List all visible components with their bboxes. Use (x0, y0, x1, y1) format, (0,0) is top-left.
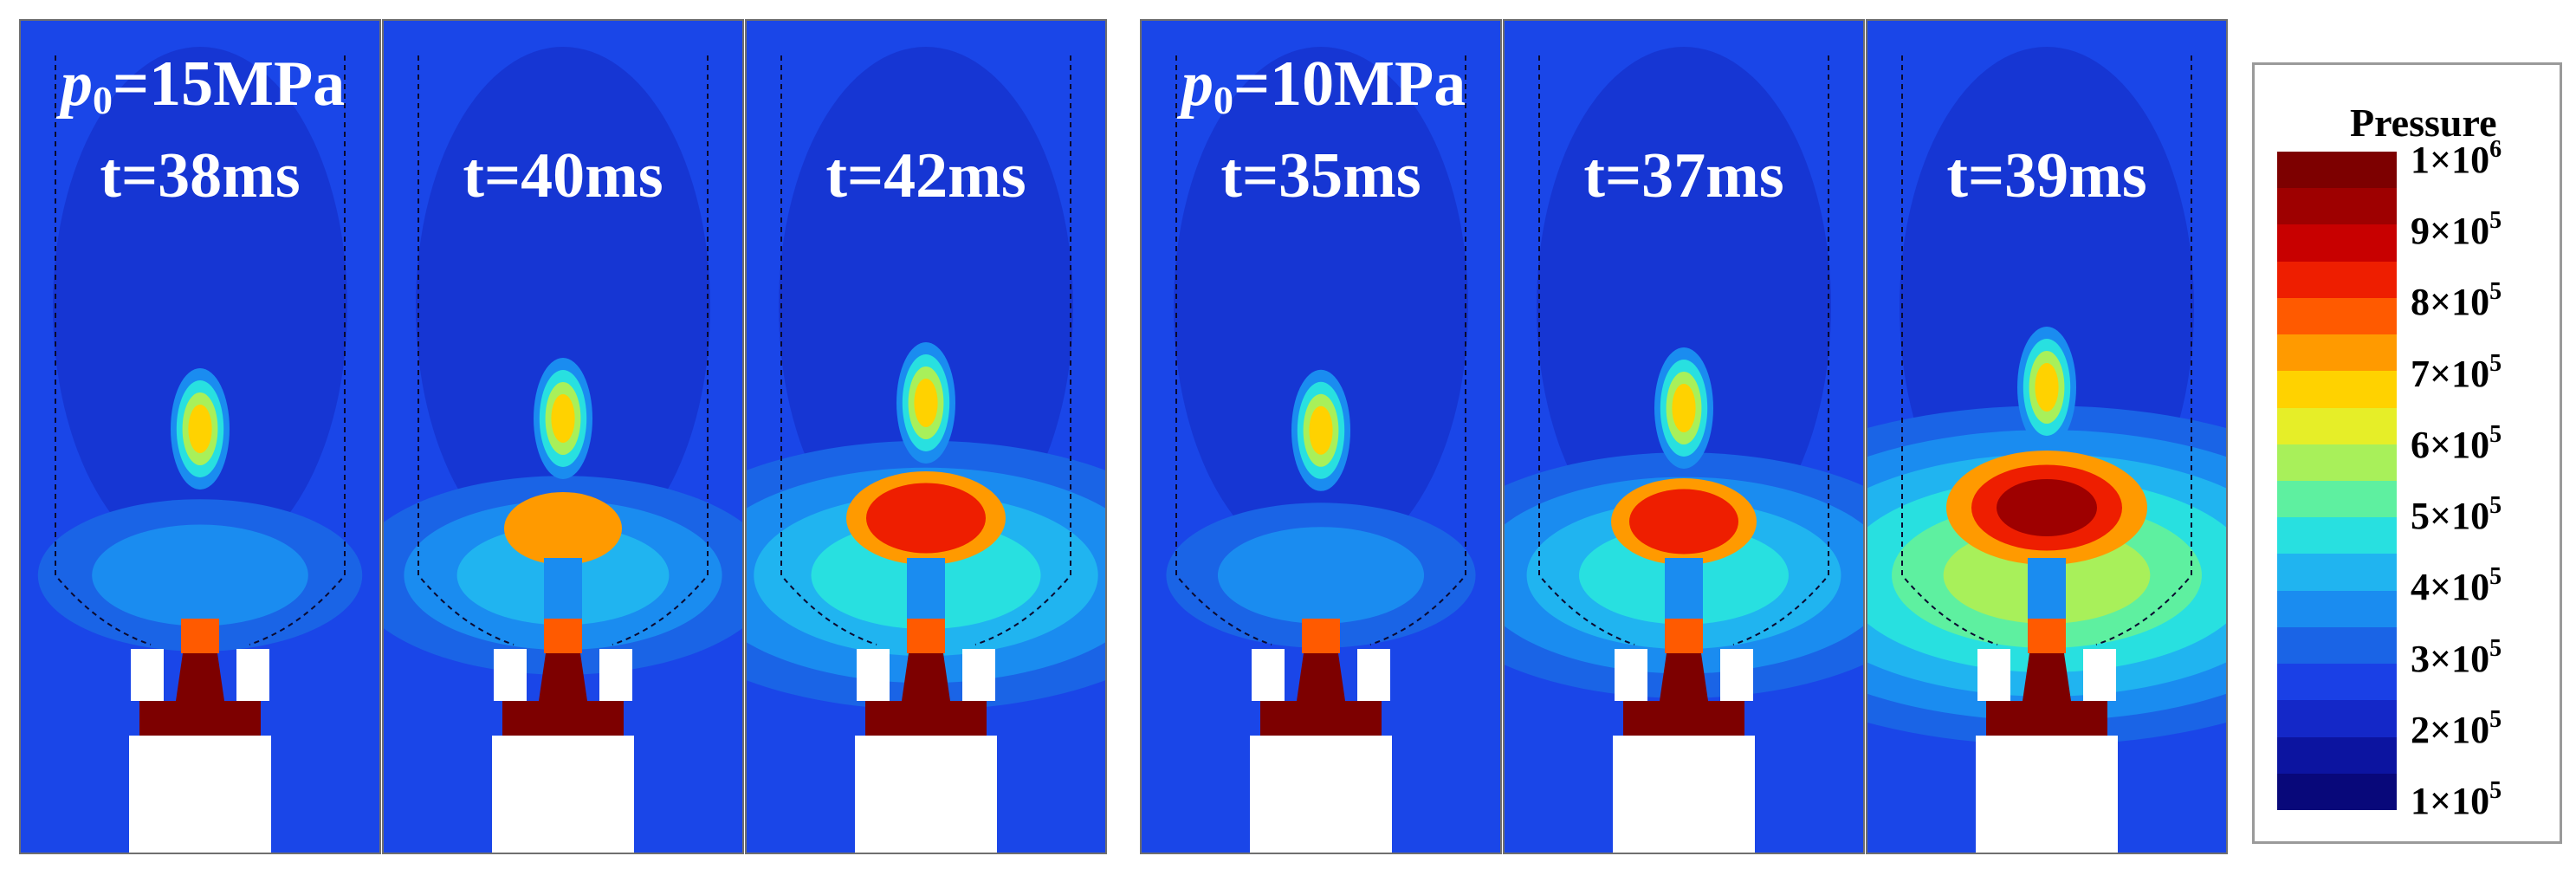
p0-label: p0=10MPa (1181, 49, 1466, 122)
legend-color-band (2277, 224, 2397, 262)
pressure-field (1505, 21, 1863, 853)
time-label: t=42ms (825, 140, 1026, 211)
legend-color-band (2277, 590, 2397, 627)
time-label: t=38ms (100, 140, 301, 211)
legend-tick-label: 6×105 (2411, 420, 2502, 466)
contour-panel: t=37ms (1503, 19, 1865, 854)
figure-group-15mpa: p0=15MPa t=38ms t=40ms t=42ms (19, 19, 1107, 854)
time-label: t=35ms (1220, 140, 1421, 211)
legend-color-band (2277, 334, 2397, 372)
pressure-field (384, 21, 742, 853)
legend-tick-label: 1×105 (2411, 777, 2502, 822)
p0-label: p0=15MPa (61, 49, 346, 122)
legend-tick-label: 1×106 (2411, 136, 2502, 181)
time-label: t=39ms (1946, 140, 2147, 211)
time-label: t=37ms (1583, 140, 1784, 211)
legend-tick-label: 4×105 (2411, 563, 2502, 609)
pressure-field (1142, 21, 1500, 853)
legend-title: Pressure (2350, 101, 2497, 145)
legend-color-band (2277, 773, 2397, 810)
contour-panel: t=40ms (382, 19, 744, 854)
contour-panel: p0=10MPa t=35ms (1140, 19, 1502, 854)
legend-color-band (2277, 188, 2397, 225)
contour-panel: t=39ms (1866, 19, 2228, 854)
legend-color-band (2277, 371, 2397, 408)
legend-tick-label: 7×105 (2411, 349, 2502, 395)
contour-panel: t=42ms (745, 19, 1107, 854)
legend-color-band (2277, 736, 2397, 774)
legend-color-band (2277, 700, 2397, 737)
pressure-field (21, 21, 379, 853)
legend-tick-label: 8×105 (2411, 278, 2502, 324)
legend-color-band (2277, 261, 2397, 298)
figure-group-10mpa: p0=10MPa t=35ms t=37ms t=39ms (1140, 19, 2228, 854)
pressure-legend: Pressure 1×106 9×105 8×105 7×105 6×105 5×105 4… (2252, 62, 2562, 844)
contour-panel: p0=15MPa t=38ms (19, 19, 381, 854)
legend-tick-label: 2×105 (2411, 705, 2502, 751)
legend-color-band (2277, 554, 2397, 591)
legend-color-band (2277, 664, 2397, 701)
legend-color-band (2277, 626, 2397, 665)
time-label: t=40ms (463, 140, 663, 211)
pressure-field (1867, 21, 2226, 853)
legend-tick-label: 9×105 (2411, 207, 2502, 253)
legend-color-band (2277, 152, 2397, 189)
legend-color-band (2277, 297, 2397, 335)
legend-tick-label: 5×105 (2411, 492, 2502, 538)
legend-color-band (2277, 407, 2397, 444)
legend-color-band (2277, 444, 2397, 481)
legend-tick-label: 3×105 (2411, 634, 2502, 680)
legend-color-band (2277, 480, 2397, 518)
legend-color-band (2277, 517, 2397, 554)
legend-colorbar (2277, 152, 2397, 810)
pressure-field (747, 21, 1105, 853)
